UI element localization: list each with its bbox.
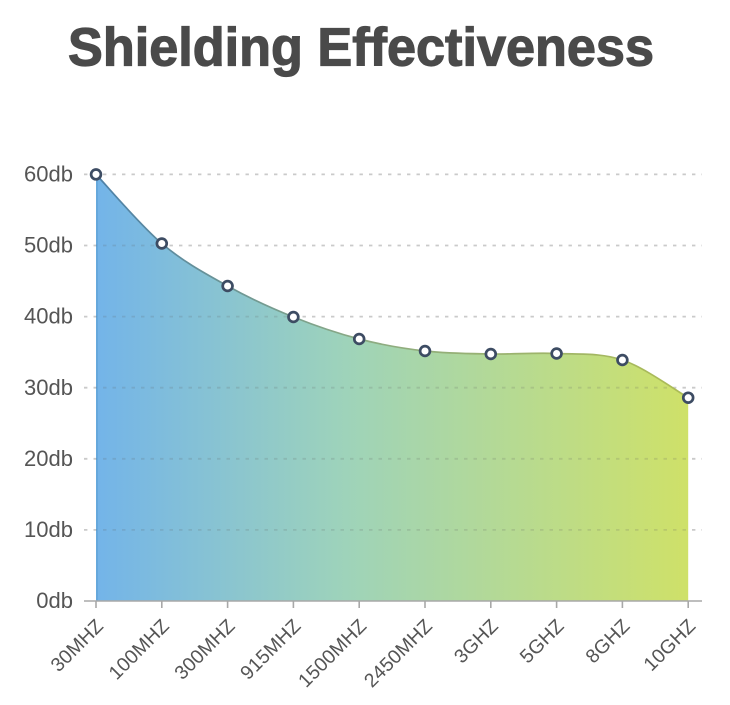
svg-text:3GHZ: 3GHZ [450, 615, 503, 668]
svg-text:100MHZ: 100MHZ [105, 615, 174, 684]
svg-text:0db: 0db [36, 588, 73, 613]
svg-text:915MHZ: 915MHZ [236, 615, 305, 684]
svg-text:50db: 50db [24, 233, 73, 258]
svg-text:5GHZ: 5GHZ [516, 615, 569, 668]
svg-text:8GHZ: 8GHZ [582, 615, 635, 668]
svg-text:30db: 30db [24, 375, 73, 400]
svg-text:10db: 10db [24, 517, 73, 542]
svg-text:30MHZ: 30MHZ [47, 615, 108, 676]
svg-text:2450MHZ: 2450MHZ [360, 615, 437, 692]
svg-text:300MHZ: 300MHZ [170, 615, 239, 684]
svg-text:1500MHZ: 1500MHZ [294, 615, 371, 692]
svg-text:10GHZ: 10GHZ [640, 615, 701, 676]
svg-text:Shielding Effectiveness: Shielding Effectiveness [68, 19, 654, 78]
svg-text:20db: 20db [24, 446, 73, 471]
svg-text:60db: 60db [24, 162, 73, 187]
svg-text:40db: 40db [24, 304, 73, 329]
